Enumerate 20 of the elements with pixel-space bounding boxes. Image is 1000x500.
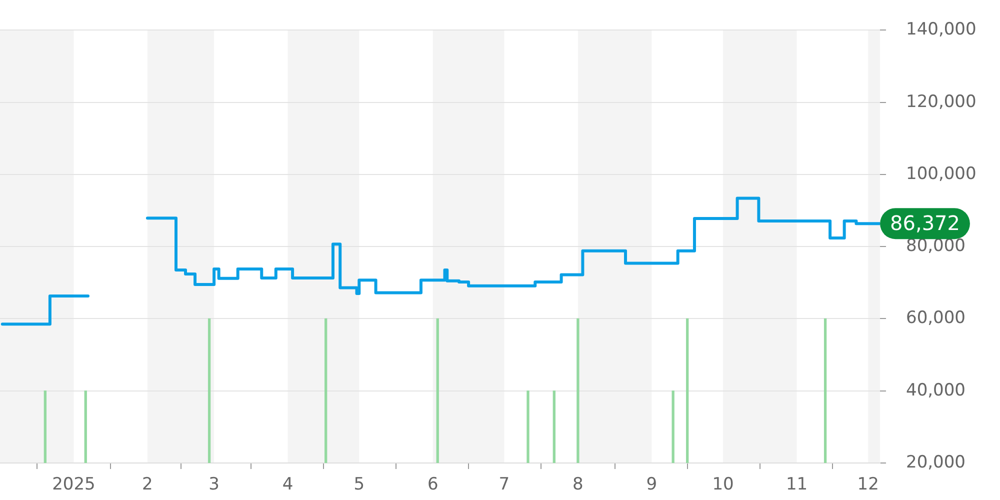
y-tick-label: 20,000 bbox=[906, 452, 966, 472]
x-tick-label: 12 bbox=[857, 474, 879, 495]
annotation: 86,372 bbox=[890, 210, 960, 235]
x-tick-label: 2 bbox=[142, 474, 153, 495]
y-tick-label: 140,000 bbox=[906, 20, 976, 40]
y-tick-label: 100,000 bbox=[906, 164, 976, 184]
x-tick-label: 8 bbox=[572, 474, 584, 495]
y-tick-label: 120,000 bbox=[906, 92, 976, 112]
y-tick-label: 60,000 bbox=[906, 308, 966, 328]
x-tick-label: 2025 bbox=[52, 474, 96, 495]
x-tick-label: 5 bbox=[354, 474, 365, 495]
x-tick-label: 6 bbox=[427, 474, 438, 495]
x-tick-label: 11 bbox=[786, 474, 808, 495]
x-tick-label: 9 bbox=[646, 474, 658, 495]
y-tick-label: 80,000 bbox=[906, 236, 966, 256]
x-tick-label: 3 bbox=[208, 474, 220, 495]
x-tick-label: 10 bbox=[712, 474, 734, 495]
x-tick-label: 7 bbox=[498, 474, 510, 495]
x-tick-label: 4 bbox=[282, 474, 294, 495]
y-tick-label: 40,000 bbox=[906, 380, 966, 400]
